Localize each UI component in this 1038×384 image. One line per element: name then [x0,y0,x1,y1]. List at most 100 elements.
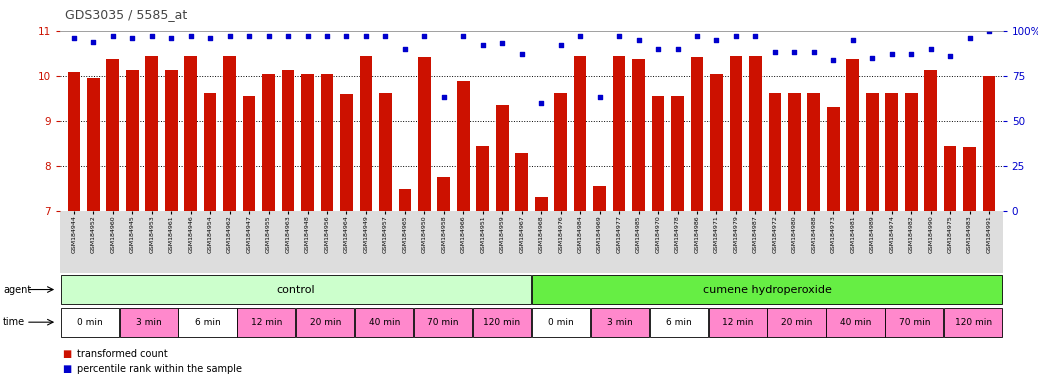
Point [630,36,647,43]
Bar [145,56,158,211]
Bar [945,308,1003,337]
Bar [652,96,664,211]
Bar [321,74,333,211]
Text: ■: ■ [62,364,72,374]
Bar [531,308,590,337]
Bar [359,56,373,211]
Text: 6 min: 6 min [665,318,691,327]
Point [143,33,160,39]
Bar [591,308,649,337]
Point [708,36,725,43]
Text: 40 min: 40 min [368,318,400,327]
Point [221,33,238,39]
Point [299,33,316,39]
Point [514,51,530,57]
Bar [119,308,177,337]
Bar [437,177,450,211]
Point [747,33,764,39]
Text: 12 min: 12 min [722,318,754,327]
Point [358,33,375,39]
Point [786,49,802,55]
Bar [808,93,820,211]
Bar [60,275,531,304]
Bar [263,74,275,211]
Bar [223,56,236,211]
Bar [594,186,606,211]
Text: 120 min: 120 min [484,318,521,327]
Point [279,33,296,39]
Point [592,94,608,101]
Text: 0 min: 0 min [77,318,103,327]
Point [728,33,744,39]
Bar [301,74,313,211]
Point [903,51,920,57]
Text: cumene hydroperoxide: cumene hydroperoxide [703,285,831,295]
Point [941,53,958,59]
Point [201,35,218,41]
Bar [340,94,353,211]
Bar [650,308,708,337]
Point [474,42,491,48]
Bar [846,59,859,211]
Bar [827,108,840,211]
Point [241,33,257,39]
Text: 3 min: 3 min [607,318,633,327]
Bar [399,189,411,211]
Bar [709,308,767,337]
Bar [203,93,217,211]
Bar [612,56,626,211]
Text: 6 min: 6 min [194,318,220,327]
Bar [165,70,177,211]
Bar [826,308,884,337]
Bar [885,93,898,211]
Text: GDS3035 / 5585_at: GDS3035 / 5585_at [65,8,188,21]
Text: 0 min: 0 min [548,318,574,327]
Bar [457,81,469,211]
Point [883,51,900,57]
Bar [535,197,547,211]
Bar [690,57,704,211]
Bar [672,96,684,211]
Bar [281,70,295,211]
Bar [768,93,782,211]
Bar [473,308,531,337]
Text: 3 min: 3 min [136,318,162,327]
Bar [67,72,80,211]
Text: percentile rank within the sample: percentile rank within the sample [77,364,242,374]
Bar [87,78,100,211]
Point [610,33,627,39]
Text: 120 min: 120 min [955,318,992,327]
Point [65,35,82,41]
Text: 12 min: 12 min [251,318,282,327]
Bar [749,56,762,211]
Bar [296,308,354,337]
Bar [767,308,825,337]
Point [961,35,978,41]
Point [650,46,666,52]
Point [532,100,549,106]
Bar [60,308,118,337]
Text: transformed count: transformed count [77,349,167,359]
Point [183,33,199,39]
Point [981,28,998,34]
Bar [238,308,296,337]
Point [670,46,686,52]
Bar [414,308,472,337]
Bar [516,152,528,211]
Bar [355,308,413,337]
Bar [924,70,937,211]
Bar [379,93,391,211]
Point [124,35,140,41]
Text: control: control [276,285,316,295]
Point [319,33,335,39]
Bar [243,96,255,211]
Bar [866,93,878,211]
Point [338,33,355,39]
Point [416,33,433,39]
Point [688,33,705,39]
Bar [632,59,645,211]
Bar [418,57,431,211]
Bar [107,59,119,211]
Bar [476,146,489,211]
Point [436,94,453,101]
